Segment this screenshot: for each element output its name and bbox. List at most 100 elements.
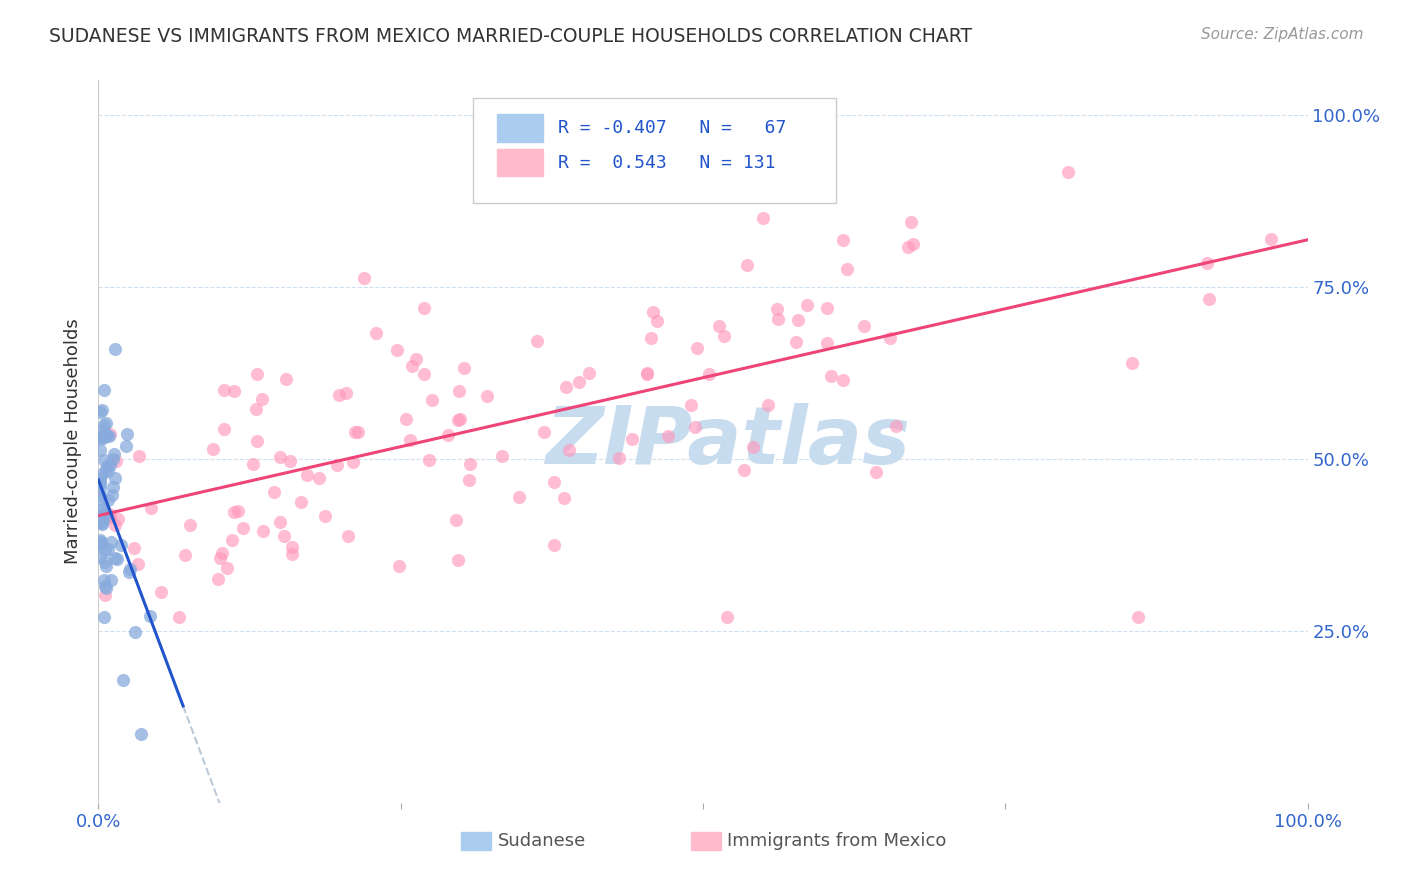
Point: [98, 458, 121, 472]
Point: [245, 401, 267, 416]
Point: [413, 301, 436, 315]
Point: [104, 342, 127, 356]
Point: [90, 467, 112, 482]
Point: [221, 533, 243, 548]
Point: [697, 367, 720, 381]
Point: [93, 511, 115, 525]
Point: [897, 240, 920, 254]
Point: [124, 625, 146, 640]
Point: [101, 480, 124, 494]
Point: [207, 572, 229, 586]
Point: [96, 427, 118, 442]
Point: [637, 367, 659, 381]
Text: ZIPatlas: ZIPatlas: [544, 402, 910, 481]
Point: [94, 428, 117, 442]
Point: [89, 481, 111, 495]
Point: [89, 442, 111, 457]
Point: [94, 588, 117, 602]
Bar: [498, 114, 543, 142]
Point: [508, 490, 530, 504]
Point: [413, 367, 436, 381]
Point: [98, 509, 121, 524]
Point: [100, 534, 122, 549]
Point: [274, 372, 297, 386]
Point: [900, 215, 922, 229]
Point: [96, 558, 118, 573]
Point: [643, 304, 665, 318]
Point: [93, 574, 115, 588]
Point: [98, 429, 121, 443]
Point: [91, 431, 114, 445]
Point: [328, 387, 350, 401]
Point: [246, 367, 269, 381]
Point: [93, 453, 115, 467]
Point: [89, 475, 111, 490]
Point: [526, 334, 548, 348]
Point: [150, 585, 173, 599]
Point: [94, 581, 117, 595]
Point: [447, 413, 470, 427]
Point: [139, 501, 162, 516]
Point: [89, 535, 111, 549]
Point: [444, 513, 467, 527]
Point: [104, 518, 127, 533]
Point: [388, 559, 411, 574]
Point: [765, 301, 787, 316]
Point: [716, 190, 738, 204]
Text: Immigrants from Mexico: Immigrants from Mexico: [727, 831, 946, 850]
Point: [820, 368, 842, 383]
Point: [217, 561, 239, 575]
Point: [295, 468, 318, 483]
Point: [127, 557, 149, 571]
Point: [553, 491, 575, 506]
Point: [342, 455, 364, 469]
Point: [344, 425, 367, 439]
Point: [252, 392, 274, 406]
Point: [93, 610, 115, 624]
Point: [1057, 164, 1080, 178]
Point: [97, 542, 120, 557]
Point: [278, 454, 301, 468]
Point: [337, 529, 360, 543]
Point: [832, 373, 855, 387]
Point: [709, 319, 731, 334]
Point: [129, 727, 152, 741]
Point: [436, 428, 458, 442]
Point: [124, 541, 146, 556]
Point: [101, 488, 124, 502]
Point: [93, 423, 115, 437]
Point: [118, 565, 141, 579]
Point: [94, 416, 117, 430]
Point: [93, 579, 115, 593]
Point: [308, 471, 330, 485]
Point: [399, 433, 422, 447]
Point: [681, 398, 703, 412]
Point: [89, 511, 111, 525]
Point: [645, 314, 668, 328]
Point: [449, 411, 471, 425]
Point: [636, 366, 658, 380]
Point: [766, 311, 789, 326]
Point: [104, 454, 127, 468]
Point: [269, 450, 291, 464]
Point: [105, 551, 128, 566]
Point: [387, 343, 409, 358]
Point: [1260, 231, 1282, 245]
Bar: [498, 149, 543, 177]
Point: [353, 271, 375, 285]
Point: [418, 452, 440, 467]
Point: [269, 516, 291, 530]
Point: [884, 418, 907, 433]
Point: [446, 553, 468, 567]
Point: [453, 360, 475, 375]
Point: [209, 551, 232, 566]
Point: [314, 509, 336, 524]
Point: [735, 259, 758, 273]
Point: [252, 524, 274, 539]
Point: [756, 398, 779, 412]
Point: [457, 473, 479, 487]
Point: [815, 335, 838, 350]
Point: [94, 555, 117, 569]
Point: [98, 508, 121, 522]
Point: [167, 609, 190, 624]
